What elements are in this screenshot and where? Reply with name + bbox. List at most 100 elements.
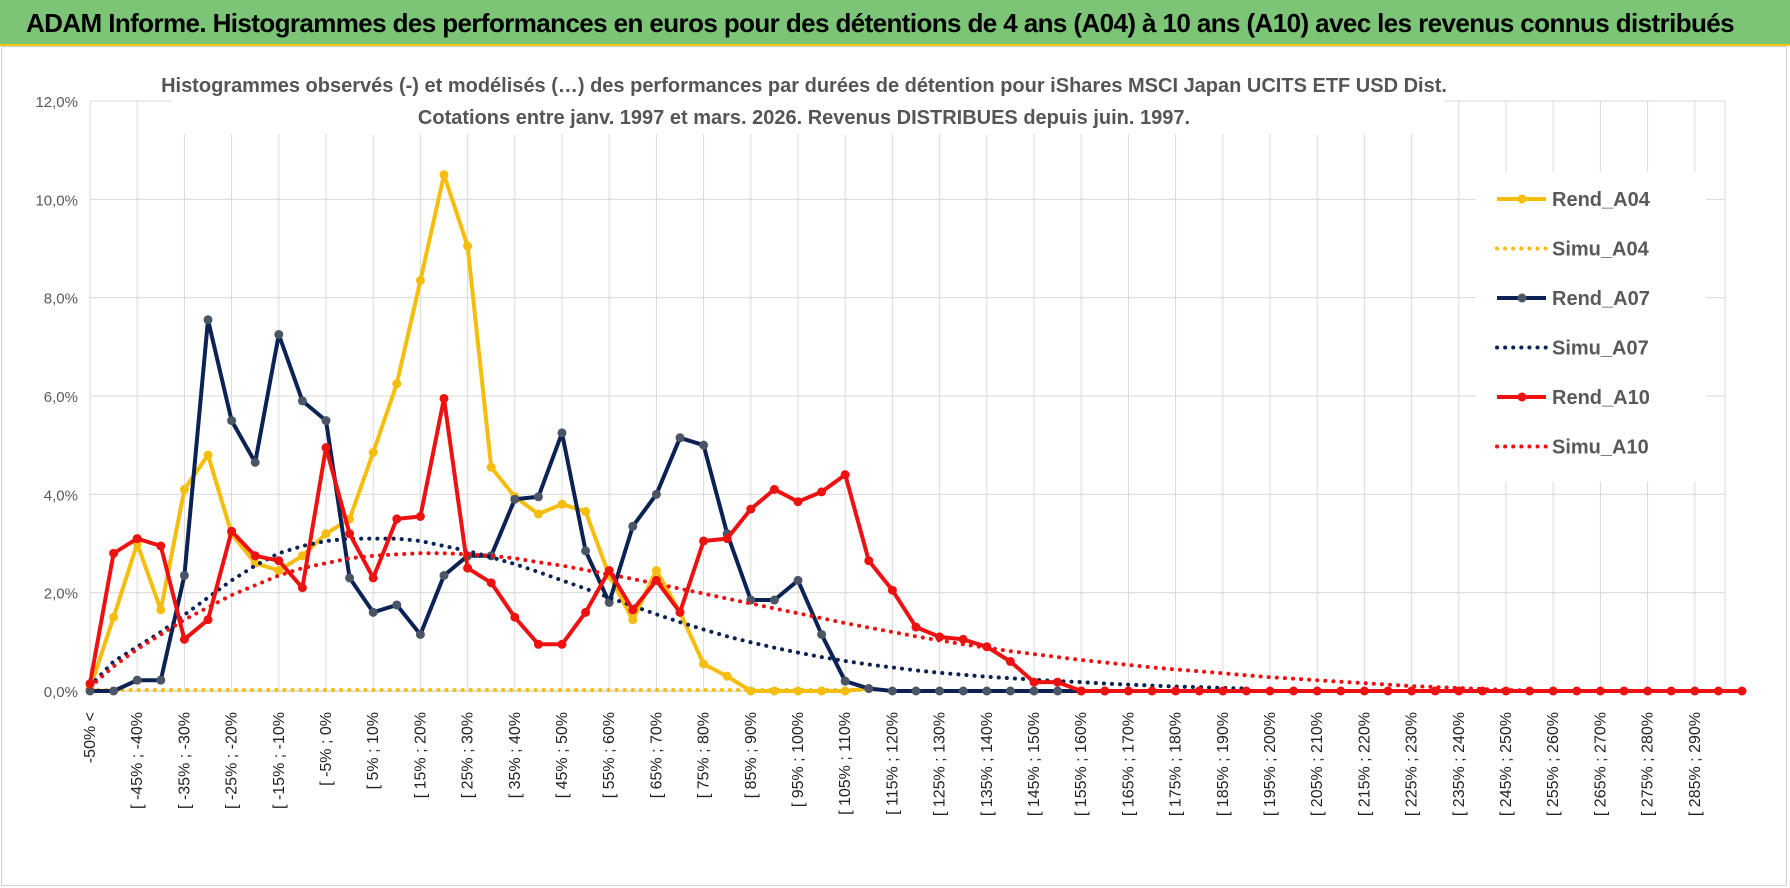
point-rend-a10: [415, 511, 425, 521]
series-simu-a07: [88, 536, 1249, 691]
x-tick-label: [ 215% ; 220%: [1356, 712, 1373, 816]
point-rend-a07: [935, 686, 945, 696]
x-tick-label: [ 225% ; 230%: [1404, 712, 1421, 816]
point-rend-a10: [1572, 686, 1582, 696]
point-rend-a10: [1171, 686, 1181, 696]
point-rend-a10: [911, 622, 921, 632]
point-rend-a10: [1548, 686, 1558, 696]
point-rend-a10: [581, 607, 591, 617]
point-rend-a10: [840, 470, 850, 480]
point-rend-a04: [321, 529, 331, 539]
point-rend-a04: [533, 509, 543, 519]
point-rend-a07: [581, 546, 591, 556]
point-rend-a04: [628, 615, 638, 625]
point-rend-a10: [463, 563, 473, 573]
point-rend-a10: [1265, 686, 1275, 696]
x-tick-label: -50% <: [82, 712, 99, 763]
y-tick-label: 0,0%: [44, 684, 78, 701]
legend-label-rend-a10: Rend_A10: [1552, 387, 1650, 409]
point-rend-a10: [132, 534, 142, 544]
x-tick-label: [ 135% ; 140%: [979, 712, 996, 816]
x-tick-label: [ 95% ; 100%: [790, 712, 807, 807]
legend-box: [1476, 172, 1706, 482]
point-rend-a07: [651, 489, 661, 499]
x-tick-label: [ 235% ; 240%: [1451, 712, 1468, 816]
point-rend-a10: [439, 393, 449, 403]
legend-label-rend-a04: Rend_A04: [1552, 189, 1651, 211]
point-rend-a10: [1737, 686, 1747, 696]
point-rend-a10: [1289, 686, 1299, 696]
x-tick-label: [ -15% ; -10%: [271, 712, 288, 809]
point-rend-a10: [1100, 686, 1110, 696]
x-tick-label: [ 85% ; 90%: [743, 712, 760, 798]
point-rend-a10: [746, 504, 756, 514]
header-banner: ADAM Informe. Histogrammes des performan…: [0, 0, 1790, 46]
point-rend-a10: [227, 526, 237, 536]
point-rend-a07: [297, 396, 307, 406]
point-rend-a10: [1005, 657, 1015, 666]
series-rend-a07: [90, 317, 1105, 693]
legend-marker-rend-a10: [1517, 392, 1527, 402]
point-rend-a10: [1713, 686, 1723, 696]
header-title: ADAM Informe. Histogrammes des performan…: [26, 8, 1735, 38]
series-rend-a04: [88, 172, 870, 693]
point-rend-a10: [864, 556, 874, 566]
point-rend-a10: [699, 536, 709, 546]
x-tick-label: [ 275% ; 280%: [1640, 712, 1657, 816]
point-rend-a10: [817, 487, 827, 497]
y-tick-label: 10,0%: [35, 192, 78, 209]
chart-subtitle: Cotations entre janv. 1997 et mars. 2026…: [418, 107, 1190, 129]
point-rend-a10: [1407, 686, 1417, 696]
point-rend-a10: [1218, 686, 1228, 696]
point-rend-a07: [628, 521, 638, 531]
chart-title: Histogrammes observés (-) et modélisés (…: [161, 75, 1447, 97]
x-tick-label: [ 45% ; 50%: [554, 712, 571, 798]
point-rend-a07: [982, 686, 992, 696]
point-rend-a10: [1690, 686, 1700, 696]
point-rend-a07: [439, 570, 449, 580]
point-rend-a10: [1359, 686, 1369, 696]
x-tick-label: [ -5% ; 0%: [318, 712, 335, 786]
legend-label-simu-a07: Simu_A07: [1552, 338, 1649, 360]
point-rend-a04: [203, 450, 213, 460]
point-rend-a07: [250, 457, 260, 467]
x-tick-label: [ 65% ; 70%: [648, 712, 665, 798]
point-rend-a10: [1383, 686, 1393, 696]
point-rend-a07: [85, 686, 95, 696]
point-rend-a10: [1643, 686, 1653, 696]
point-rend-a07: [156, 675, 166, 685]
point-rend-a10: [274, 556, 284, 566]
x-tick-label: [ 5% ; 10%: [365, 712, 382, 789]
y-tick-label: 4,0%: [44, 487, 78, 504]
x-tick-label: [ -45% ; -40%: [129, 712, 146, 809]
point-rend-a10: [203, 615, 213, 625]
point-rend-a10: [109, 548, 119, 558]
point-rend-a10: [1336, 686, 1346, 696]
legend-marker-rend-a04: [1517, 194, 1527, 204]
point-rend-a07: [179, 570, 189, 580]
x-tick-label: [ 115% ; 120%: [884, 712, 901, 815]
x-tick-label: [ 55% ; 60%: [601, 712, 618, 798]
x-tick-label: [ 245% ; 250%: [1498, 712, 1515, 816]
x-tick-label: [ 195% ; 200%: [1262, 712, 1279, 816]
point-rend-a07: [533, 492, 543, 502]
point-rend-a10: [1595, 686, 1605, 696]
point-rend-a07: [817, 629, 827, 639]
x-tick-label: [ 155% ; 160%: [1073, 712, 1090, 816]
point-rend-a07: [227, 416, 237, 426]
point-rend-a07: [911, 686, 921, 696]
point-rend-a10: [486, 578, 496, 588]
point-rend-a04: [439, 170, 449, 180]
point-rend-a07: [368, 607, 378, 617]
point-rend-a04: [722, 671, 732, 681]
point-rend-a10: [1619, 686, 1629, 696]
point-rend-a07: [321, 416, 331, 426]
point-rend-a10: [675, 607, 685, 617]
point-rend-a10: [179, 634, 189, 644]
x-tick-label: [ -35% ; -30%: [176, 712, 193, 809]
point-rend-a10: [1194, 686, 1204, 696]
point-rend-a07: [203, 315, 213, 325]
point-rend-a10: [628, 605, 638, 615]
x-tick-label: [ 145% ; 150%: [1026, 712, 1043, 816]
point-rend-a07: [345, 573, 355, 583]
